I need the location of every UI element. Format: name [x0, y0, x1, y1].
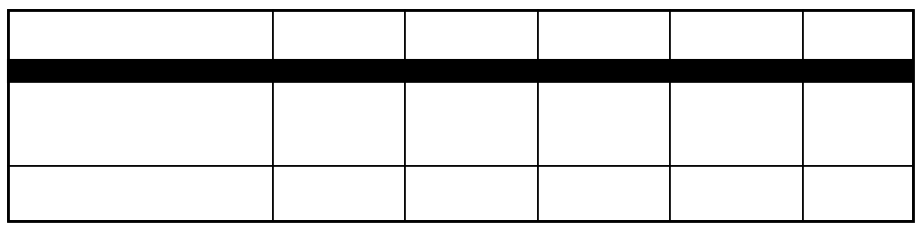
Text: €0: €0 [847, 186, 868, 201]
Text: 2: 2 [731, 117, 741, 131]
Text: 1: 1 [466, 117, 477, 131]
Text: Amount due from the
positioning auction: Amount due from the positioning auction [64, 180, 217, 207]
Text: €0: €0 [329, 186, 349, 201]
Text: €0: €0 [594, 186, 614, 201]
Text: 4: 4 [334, 117, 344, 131]
Text: €0: €0 [461, 186, 482, 201]
Text: Dauphin
Telecom: Dauphin Telecom [309, 21, 369, 49]
Text: Digicel AFG: Digicel AFG [430, 28, 513, 41]
Text: 3.4 – 3.8 GHz band: 3.4 – 3.8 GHz band [386, 64, 535, 78]
Text: -: - [855, 117, 861, 131]
Text: Positioning in the 3.4 – 3.8
GHz band in Saint-Martin
from the bottom up: Positioning in the 3.4 – 3.8 GHz band in… [44, 103, 237, 145]
Text: Total: Total [840, 28, 875, 41]
Text: Free Caraïbe: Free Caraïbe [558, 28, 649, 41]
Text: Candidate: Candidate [104, 28, 177, 41]
Text: 3: 3 [599, 117, 609, 131]
Text: Orange
Caraïbe: Orange Caraïbe [709, 21, 764, 49]
Text: €0: €0 [727, 186, 747, 201]
